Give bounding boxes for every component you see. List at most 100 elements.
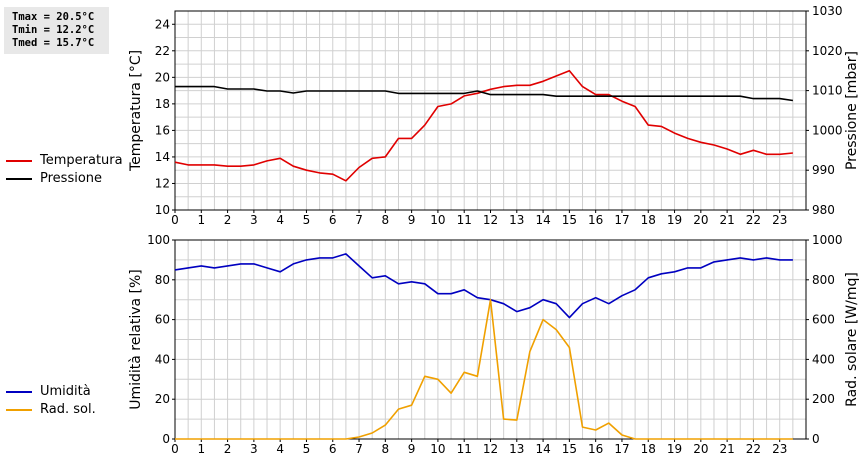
x-tick-label: 4	[276, 442, 284, 456]
x-tick-label: 1	[197, 442, 205, 456]
legend-umidita-label: Umidità	[40, 384, 91, 399]
x-tick-label: 7	[355, 213, 363, 227]
x-tick-label: 2	[224, 442, 232, 456]
legend-rad-sol: Rad. sol.	[6, 402, 96, 417]
y2-tick-label: 1000	[812, 123, 843, 137]
x-tick-label: 20	[693, 213, 708, 227]
x-tick-label: 21	[719, 442, 734, 456]
tmax-value: Tmax = 20.5°C	[12, 11, 95, 23]
legend-temperatura-swatch	[6, 159, 32, 162]
y-tick-label: 18	[155, 97, 170, 111]
series-line-umidit	[174, 253, 793, 319]
x-tick-label: 0	[171, 442, 179, 456]
x-tick-label: 18	[641, 213, 656, 227]
x-tick-label: 11	[457, 213, 472, 227]
x-tick-label: 18	[641, 442, 656, 456]
y2-tick-label: 400	[812, 352, 835, 366]
x-tick-label: 14	[535, 442, 550, 456]
y2-tick-label: 1030	[812, 4, 843, 18]
x-tick-label: 0	[171, 213, 179, 227]
x-tick-label: 10	[430, 442, 445, 456]
x-tick-label: 12	[483, 213, 498, 227]
y-tick-label: 14	[155, 150, 170, 164]
tmin-value: Tmin = 12.2°C	[12, 24, 95, 36]
y-tick-label: 24	[155, 17, 170, 31]
y-tick-label: 80	[155, 273, 170, 287]
x-tick-label: 5	[303, 442, 311, 456]
x-tick-label: 3	[250, 213, 258, 227]
y-tick-label: 20	[155, 70, 170, 84]
x-tick-label: 10	[430, 213, 445, 227]
legend-pressione-label: Pressione	[40, 171, 103, 186]
y-tick-label: 20	[155, 392, 170, 406]
x-tick-label: 14	[535, 213, 550, 227]
legend-umidita: Umidità	[6, 384, 91, 399]
legend-temperatura-label: Temperatura	[40, 153, 123, 168]
y-tick-label: 40	[155, 352, 170, 366]
x-tick-label: 16	[588, 442, 603, 456]
x-tick-label: 6	[329, 213, 337, 227]
legend-temperatura: Temperatura	[6, 153, 123, 168]
x-tick-label: 15	[562, 213, 577, 227]
y-tick-label: 60	[155, 313, 170, 327]
x-tick-label: 22	[746, 213, 761, 227]
y2-tick-label: 800	[812, 273, 835, 287]
x-tick-label: 9	[408, 213, 416, 227]
x-tick-label: 22	[746, 442, 761, 456]
y2-axis-title: Rad. solare [W/mq]	[844, 272, 860, 407]
x-tick-label: 16	[588, 213, 603, 227]
legend-pressione: Pressione	[6, 171, 102, 186]
y2-tick-label: 1020	[812, 44, 843, 58]
legend-umidita-swatch	[6, 390, 32, 393]
x-tick-label: 6	[329, 442, 337, 456]
tmed-value: Tmed = 15.7°C	[12, 37, 95, 49]
legend-rad-sol-swatch	[6, 408, 32, 411]
x-tick-label: 1	[197, 213, 205, 227]
x-tick-label: 2	[224, 213, 232, 227]
x-tick-label: 23	[772, 213, 787, 227]
y-tick-label: 10	[155, 203, 170, 217]
y2-tick-label: 1000	[812, 233, 843, 247]
y2-tick-label: 1010	[812, 84, 843, 98]
series-line-rad-sol	[175, 298, 793, 440]
y-tick-label: 100	[147, 233, 170, 247]
statistics-box: Tmax = 20.5°C Tmin = 12.2°C Tmed = 15.7°…	[4, 7, 109, 54]
chart-panel-1: 0 1 2 3 4 5 6 7 8 9 10 11 12 13 14 15 16 17 18 19 20 21 22 2310…	[128, 4, 860, 227]
x-tick-label: 3	[250, 442, 258, 456]
legend-rad-sol-label: Rad. sol.	[40, 402, 96, 417]
y2-tick-label: 990	[812, 163, 835, 177]
x-tick-label: 21	[719, 213, 734, 227]
y-tick-label: 12	[155, 176, 170, 190]
y2-tick-label: 200	[812, 392, 835, 406]
x-tick-label: 19	[667, 442, 682, 456]
y-tick-label: 0	[162, 432, 170, 446]
x-tick-label: 23	[772, 442, 787, 456]
x-tick-label: 17	[614, 442, 629, 456]
x-tick-label: 17	[614, 213, 629, 227]
legend-pressione-swatch	[6, 177, 32, 180]
x-tick-label: 7	[355, 442, 363, 456]
y2-tick-label: 600	[812, 313, 835, 327]
y-axis-title: Temperatura [°C]	[128, 50, 144, 172]
x-tick-label: 19	[667, 213, 682, 227]
x-tick-label: 9	[408, 442, 416, 456]
y2-tick-label: 0	[812, 432, 820, 446]
x-tick-label: 4	[276, 213, 284, 227]
x-tick-label: 13	[509, 213, 524, 227]
x-tick-label: 8	[382, 213, 390, 227]
x-tick-label: 15	[562, 442, 577, 456]
series-line-temperatura	[174, 69, 793, 182]
chart-panel-2: 0 1 2 3 4 5 6 7 8 9 10 11 12 13 14 15 16 17 18 19 20 21 22 2302…	[128, 233, 860, 456]
x-tick-label: 20	[693, 442, 708, 456]
x-tick-label: 5	[303, 213, 311, 227]
y2-tick-label: 980	[812, 203, 835, 217]
y-tick-label: 16	[155, 123, 170, 137]
x-tick-label: 11	[457, 442, 472, 456]
x-tick-label: 8	[382, 442, 390, 456]
x-tick-label: 12	[483, 442, 498, 456]
y-axis-title: Umidità relativa [%]	[128, 269, 144, 410]
y-tick-label: 22	[155, 44, 170, 58]
series-line-pressione	[175, 85, 794, 102]
y2-axis-title: Pressione [mbar]	[844, 51, 860, 170]
